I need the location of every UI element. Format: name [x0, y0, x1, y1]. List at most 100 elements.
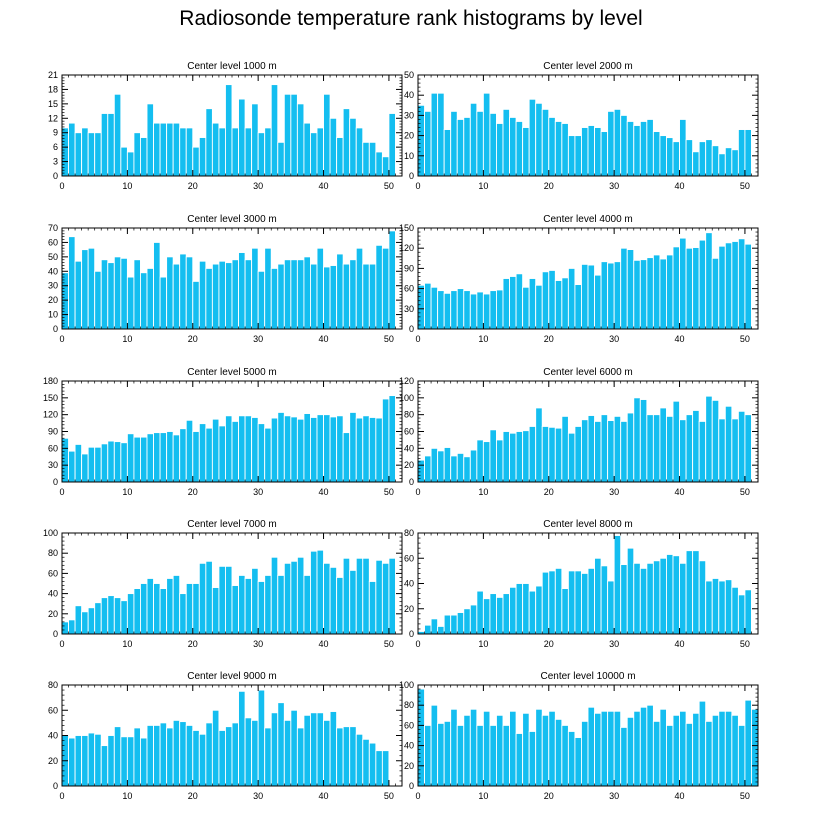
- panel-6-bar: [94, 602, 102, 635]
- panel-9-bar: [679, 710, 687, 787]
- panel-1-bar: [685, 139, 694, 177]
- panel-4-bar: [296, 418, 305, 483]
- panel-1-bar: [456, 118, 465, 177]
- panel-7-y-tick-label: 40: [404, 579, 414, 589]
- panel-3-bar: [561, 277, 569, 330]
- panel-8-bar: [146, 724, 154, 787]
- panel-2-x-tick-label: 0: [59, 334, 64, 344]
- panel-2-bar: [198, 260, 207, 330]
- panel-4-bar: [74, 443, 83, 483]
- panel-0-bar: [126, 151, 135, 177]
- panel-8-y-tick-label: 20: [48, 756, 58, 766]
- panel-1-bar: [724, 147, 733, 177]
- panel-5-bar: [430, 447, 439, 483]
- panel-0-y-tick-label: 15: [48, 99, 58, 109]
- panel-7-bar: [718, 580, 726, 635]
- panel-2-x-tick-label: 40: [319, 334, 329, 344]
- panel-2-bar: [251, 247, 259, 330]
- panel-4-bar: [211, 418, 220, 483]
- panel-7-bar: [620, 564, 628, 635]
- panel-1-bar: [489, 112, 497, 177]
- panel-2-bar: [126, 276, 135, 330]
- panel-0-bar: [140, 137, 148, 177]
- panel-4-bar: [381, 398, 390, 483]
- panel-8-bar: [81, 735, 89, 787]
- panel-9-bar: [646, 704, 654, 787]
- panel-3-bar: [692, 247, 700, 330]
- panel-3-bar: [594, 274, 602, 330]
- panel-0-bar: [303, 122, 311, 177]
- panel-4-bar: [100, 443, 109, 483]
- panel-2-bar: [113, 256, 122, 330]
- panel-3-bar: [581, 263, 589, 330]
- panel-8-bar: [113, 726, 122, 787]
- panel-4-bar: [153, 432, 161, 483]
- panel-9-bar: [476, 724, 484, 787]
- panel-1-bar: [731, 149, 739, 177]
- panel-4-y-tick-label: 90: [48, 427, 58, 437]
- panel-5-bar: [541, 426, 550, 483]
- panel-3-x-tick-label: 0: [415, 334, 420, 344]
- panel-8-y-tick-label: 0: [53, 781, 58, 791]
- panel-6-bar: [238, 574, 246, 635]
- panel-5-bar: [705, 395, 713, 483]
- panel-3-bar: [600, 261, 609, 330]
- panel-1-bar: [600, 131, 609, 177]
- panel-4-bar: [68, 450, 76, 483]
- panel-8-bar: [375, 750, 383, 787]
- panel-6-bar: [211, 587, 220, 635]
- panel-1-bar: [659, 135, 667, 177]
- panel-2-bar: [362, 263, 370, 330]
- panel-2-bar: [133, 259, 141, 330]
- panel-0-bar: [355, 127, 364, 177]
- panel-2-bar: [388, 230, 396, 330]
- panel-8-bar: [277, 702, 285, 787]
- panel-0-bar: [94, 132, 102, 177]
- panel-2-bar: [342, 263, 351, 330]
- panel-2-bar: [323, 266, 331, 330]
- panel-4-bar: [316, 414, 324, 483]
- panel-6-bar: [198, 562, 207, 635]
- panel-7-bar: [587, 567, 595, 635]
- panel-8-bar: [323, 719, 331, 787]
- panel-4-bar: [81, 453, 89, 483]
- panel-7-bar: [646, 562, 654, 635]
- panel-4-bar: [231, 420, 239, 483]
- panel-7-bar: [561, 588, 569, 635]
- panel-4-bar: [238, 415, 246, 483]
- panel-7-bar: [737, 594, 746, 635]
- panel-1-bar: [594, 127, 602, 177]
- panel-1-bar: [711, 145, 720, 177]
- panel-9-bar: [692, 712, 700, 787]
- panel-8-bar: [179, 721, 187, 787]
- panel-4-x-tick-label: 40: [319, 487, 329, 497]
- panel-4-bar: [120, 442, 128, 483]
- panel-9-bar: [515, 733, 524, 787]
- panel-3-bar: [417, 284, 425, 330]
- panel-0-bar: [316, 127, 324, 177]
- panel-5-bar: [443, 447, 452, 483]
- panel-3-bar: [515, 273, 524, 330]
- panel-7-bar: [600, 565, 609, 635]
- panel-9-y-tick-label: 40: [404, 741, 414, 751]
- panel-8-bar: [368, 742, 377, 787]
- panel-0-bar: [120, 146, 128, 177]
- panel-2-x-tick-label: 30: [253, 334, 263, 344]
- panel-8-x-tick-label: 50: [384, 791, 394, 801]
- panel-2-y-tick-label: 50: [48, 252, 58, 262]
- panel-4-bar: [277, 411, 285, 483]
- panel-7-y-tick-label: 80: [404, 528, 414, 538]
- panel-0-bar: [388, 113, 396, 177]
- panel-0-bar: [172, 122, 181, 177]
- panel-2-bar: [153, 241, 161, 330]
- panel-3-bar: [476, 291, 484, 330]
- panel-7-bar: [711, 578, 720, 635]
- panel-6-bar: [218, 565, 226, 635]
- panel-3-bar: [679, 237, 687, 330]
- panel-7-bar: [685, 550, 694, 635]
- panel-3-bar: [463, 290, 471, 330]
- panel-1-bar: [646, 118, 654, 177]
- panel-7-bar: [522, 583, 530, 635]
- panel-8-bar: [159, 722, 168, 787]
- panel-4-bar: [179, 428, 187, 483]
